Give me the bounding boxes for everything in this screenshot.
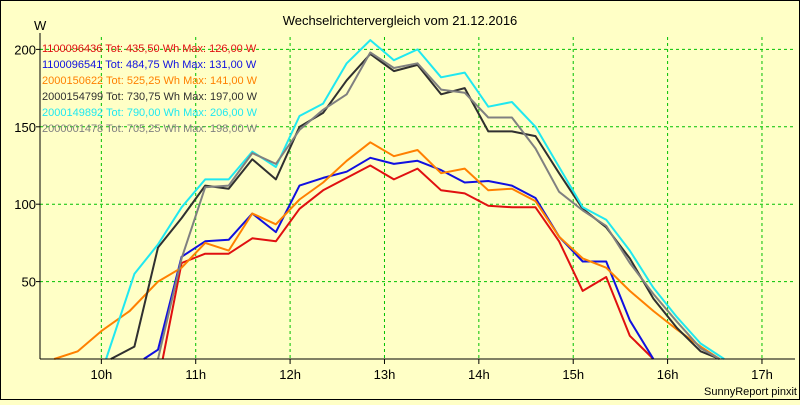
series-line-3 bbox=[53, 141, 721, 360]
legend-entry-3: 2000150622 Tot: 525,25 Wh Max: 141,00 W bbox=[42, 75, 258, 87]
axes: 50 100 150 200 10h 11h 12h 13h 14h 15h 16h 17h bbox=[14, 33, 795, 382]
x-tick-label: 14h bbox=[468, 367, 490, 382]
chart-title: Wechselrichtervergleich vom 21.12.2016 bbox=[283, 13, 518, 28]
x-tick-label: 13h bbox=[374, 367, 396, 382]
legend-entry-4: 2000154799 Tot: 730,75 Wh Max: 197,00 W bbox=[42, 91, 258, 103]
x-tick-label: 16h bbox=[657, 367, 679, 382]
x-tick-label: 12h bbox=[279, 367, 301, 382]
series-lines bbox=[53, 39, 725, 360]
legend-entry-1: 1100096436 Tot: 435,50 Wh Max: 126,00 W bbox=[42, 43, 257, 55]
footer-credit: SunnyReport pinxit bbox=[704, 386, 797, 398]
legend-entry-6: 2000001478 Tot: 705,25 Wh Max: 198,00 W bbox=[42, 123, 258, 135]
legend-entry-2: 1100096541 Tot: 484,75 Wh Max: 131,00 W bbox=[42, 59, 257, 71]
y-tick-label: 150 bbox=[14, 120, 36, 135]
y-tick-label: 50 bbox=[22, 275, 36, 290]
y-tick-label: 100 bbox=[14, 197, 36, 212]
series-line-5 bbox=[105, 39, 725, 360]
x-tick-label: 10h bbox=[90, 367, 112, 382]
x-tick-label: 11h bbox=[185, 367, 206, 382]
y-tick-label: 200 bbox=[14, 42, 36, 57]
series-line-6 bbox=[157, 51, 720, 360]
legend: 1100096436 Tot: 435,50 Wh Max: 126,00 W 1… bbox=[42, 43, 258, 135]
y-axis-unit-label: W bbox=[34, 18, 47, 33]
series-line-1 bbox=[161, 164, 655, 360]
x-tick-label: 15h bbox=[562, 367, 584, 382]
legend-entry-5: 2000149892 Tot: 790,00 Wh Max: 206,00 W bbox=[42, 107, 258, 119]
x-tick-label: 17h bbox=[751, 367, 773, 382]
